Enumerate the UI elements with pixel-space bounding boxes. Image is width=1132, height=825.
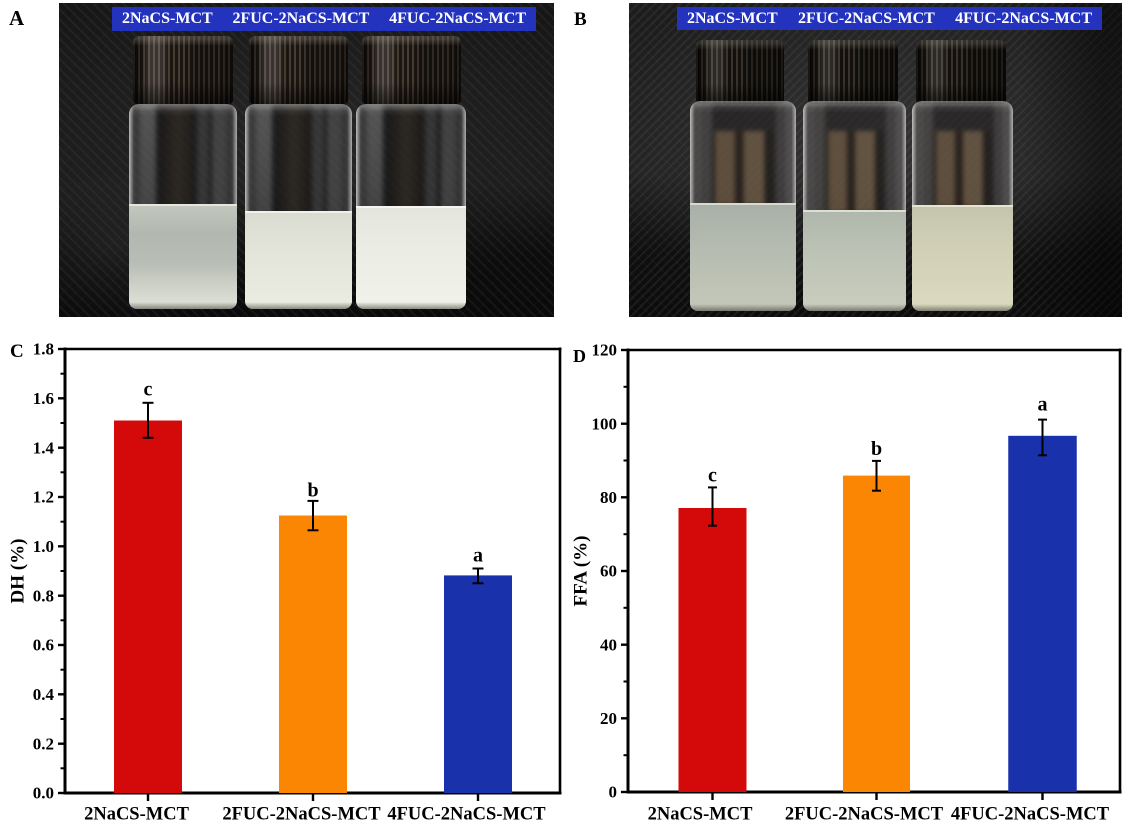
svg-text:1.2: 1.2	[33, 488, 54, 507]
svg-text:0.4: 0.4	[33, 685, 55, 704]
svg-text:4FUC-2NaCS-MCT: 4FUC-2NaCS-MCT	[951, 805, 1110, 825]
svg-text:2FUC-2NaCS-MCT: 2FUC-2NaCS-MCT	[222, 805, 381, 825]
svg-text:0.6: 0.6	[33, 636, 54, 655]
svg-text:2NaCS-MCT: 2NaCS-MCT	[84, 805, 189, 825]
svg-text:1.6: 1.6	[33, 389, 54, 408]
svg-text:FFA (%): FFA (%)	[571, 536, 592, 607]
svg-text:0.2: 0.2	[33, 734, 54, 753]
svg-text:80: 80	[600, 488, 617, 507]
svg-text:1.4: 1.4	[33, 438, 55, 457]
svg-text:c: c	[708, 464, 717, 486]
svg-text:0: 0	[609, 783, 618, 802]
svg-text:100: 100	[592, 414, 618, 433]
svg-text:120: 120	[592, 341, 618, 360]
svg-text:DH (%): DH (%)	[8, 539, 29, 604]
svg-text:b: b	[871, 438, 882, 460]
svg-text:a: a	[1038, 394, 1048, 416]
svg-text:2FUC-2NaCS-MCT: 2FUC-2NaCS-MCT	[785, 805, 944, 825]
svg-text:4FUC-2NaCS-MCT: 4FUC-2NaCS-MCT	[387, 805, 546, 825]
svg-text:1.0: 1.0	[33, 537, 54, 556]
svg-text:1.8: 1.8	[33, 340, 54, 359]
svg-text:40: 40	[600, 635, 617, 654]
svg-text:2NaCS-MCT: 2NaCS-MCT	[648, 805, 753, 825]
svg-text:a: a	[473, 544, 483, 566]
svg-text:0.0: 0.0	[33, 784, 54, 803]
svg-text:c: c	[144, 378, 153, 400]
svg-text:20: 20	[600, 709, 617, 728]
svg-text:60: 60	[600, 562, 617, 581]
svg-text:b: b	[307, 480, 318, 502]
svg-text:0.8: 0.8	[33, 586, 54, 605]
